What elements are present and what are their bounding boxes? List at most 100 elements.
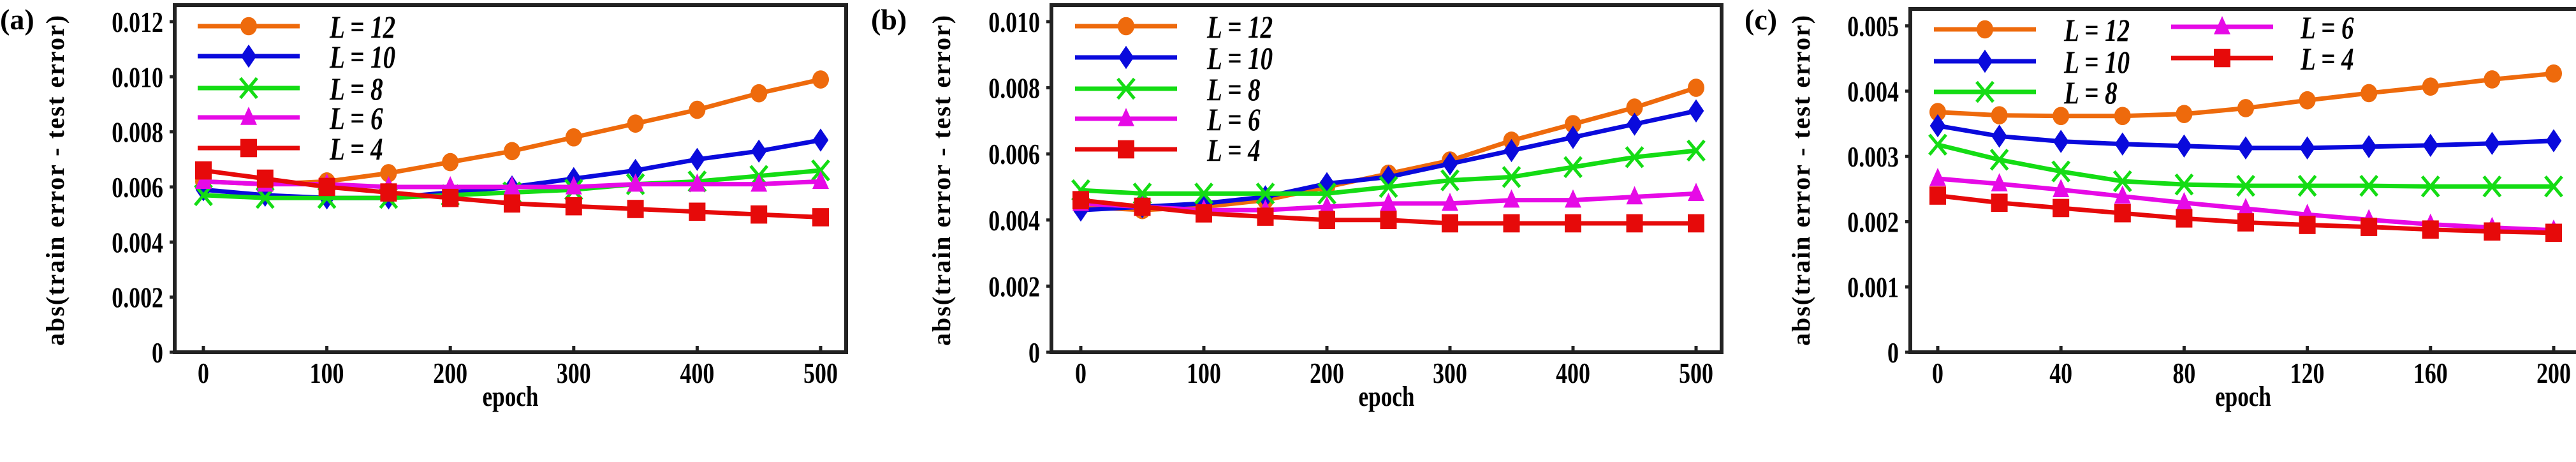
data-point — [1627, 112, 1643, 136]
legend-marker-diamond-icon — [240, 44, 257, 68]
data-point — [2176, 191, 2193, 211]
legend-label: L = 10 — [2063, 44, 2130, 80]
data-point — [195, 161, 212, 180]
data-point — [1257, 207, 1274, 226]
legend-label: L = 6 — [329, 100, 383, 136]
data-point — [1929, 114, 1946, 138]
data-point — [2299, 136, 2315, 160]
data-point — [2359, 174, 2379, 197]
x-tick-label: 40 — [2049, 357, 2072, 389]
data-point — [1688, 99, 1704, 123]
data-point — [2360, 135, 2377, 159]
data-point — [689, 100, 706, 119]
data-point — [1442, 214, 1458, 233]
data-point — [504, 142, 520, 161]
legend-marker-x-icon — [1116, 77, 1136, 100]
y-tick-label: 0.006 — [988, 138, 1040, 170]
y-tick-label: 0.003 — [1847, 140, 1899, 173]
data-point — [2545, 129, 2562, 153]
legend-label: L = 12 — [329, 9, 395, 45]
data-point — [2114, 204, 2131, 223]
data-point — [1319, 211, 1335, 230]
data-point — [1928, 133, 1947, 156]
data-point — [1380, 192, 1397, 211]
legend-entry: L = 8 — [1075, 71, 1261, 107]
data-point — [256, 169, 274, 188]
data-point — [1688, 214, 1704, 233]
x-tick-label: 120 — [2290, 357, 2325, 389]
data-point — [1929, 103, 1946, 121]
data-point — [1257, 185, 1273, 209]
data-point — [627, 200, 644, 218]
data-point — [1503, 214, 1520, 233]
data-point — [1991, 106, 2008, 125]
panel-label: (c) — [1745, 3, 1777, 36]
data-point — [2422, 133, 2439, 157]
x-tick-label: 100 — [1187, 357, 1221, 389]
data-point — [689, 173, 706, 192]
chart-panel-a: 0 0.002 0.004 0.006 0.008 0.010 0.012 0 100 200 30… — [0, 3, 848, 412]
data-point — [2422, 220, 2439, 239]
data-point — [1563, 156, 1583, 179]
legend-label: L = 6 — [1206, 101, 1261, 137]
legend-marker-x-icon — [1975, 80, 1994, 103]
data-point — [1929, 186, 1946, 205]
data-point — [2484, 222, 2501, 241]
data-point — [1565, 126, 1581, 149]
data-point — [811, 159, 830, 182]
legend-label: L = 4 — [1206, 132, 1260, 168]
series-l4 — [1072, 191, 1704, 233]
y-tick-label: 0.008 — [988, 71, 1040, 104]
x-tick-label: 500 — [803, 357, 838, 389]
data-point — [689, 202, 706, 221]
legend-entry: L = 6 — [198, 100, 383, 136]
data-point — [627, 114, 644, 133]
data-point — [1380, 211, 1397, 230]
x-axis-label: epoch — [483, 380, 539, 412]
legend-marker-diamond-icon — [1977, 49, 1993, 73]
y-axis-label: abs(train error - test error) — [41, 14, 70, 346]
data-point — [812, 128, 829, 152]
data-point — [1688, 78, 1704, 97]
data-point — [812, 70, 829, 89]
legend-marker-circle-icon — [1977, 20, 1993, 39]
axes-frame — [1050, 3, 1723, 354]
x-tick-label: 80 — [2172, 357, 2195, 389]
data-point — [812, 170, 829, 190]
data-point — [2176, 105, 2193, 123]
data-point — [2053, 130, 2069, 153]
x-tick-label: 0 — [198, 357, 209, 389]
legend-label: L = 10 — [1206, 40, 1273, 76]
y-tick-label: 0.008 — [112, 116, 163, 148]
legend-marker-triangle-icon — [2214, 16, 2230, 34]
data-point — [1989, 149, 2009, 171]
data-point — [627, 173, 644, 192]
legend-entry: L = 10 — [1075, 40, 1273, 76]
data-point — [812, 208, 829, 227]
y-tick-label: 0.012 — [112, 6, 163, 38]
data-point — [2299, 216, 2316, 234]
data-point — [2114, 107, 2131, 126]
data-point — [442, 188, 459, 207]
legend-label: L = 4 — [2300, 41, 2353, 77]
data-point — [1688, 183, 1704, 202]
x-tick-label: 0 — [1932, 357, 1943, 389]
legend-entry: L = 6 — [1075, 101, 1261, 137]
data-point — [2484, 131, 2500, 155]
data-point — [1317, 183, 1336, 205]
legend-label: L = 12 — [1206, 9, 1273, 45]
data-point — [2544, 175, 2563, 198]
legend-marker-square-icon — [240, 138, 257, 158]
series-l8 — [1928, 133, 2563, 198]
data-point — [1625, 146, 1644, 168]
y-tick-label: 0.010 — [112, 61, 163, 93]
data-point — [2420, 175, 2440, 198]
data-point — [1072, 191, 1089, 209]
panel-label: (a) — [0, 3, 34, 36]
legend-label: L = 4 — [329, 131, 383, 167]
data-point — [1442, 192, 1458, 211]
data-point — [2053, 179, 2070, 198]
data-point — [380, 164, 397, 183]
legend-entry: L = 8 — [1934, 75, 2118, 110]
x-tick-label: 160 — [2413, 357, 2448, 389]
